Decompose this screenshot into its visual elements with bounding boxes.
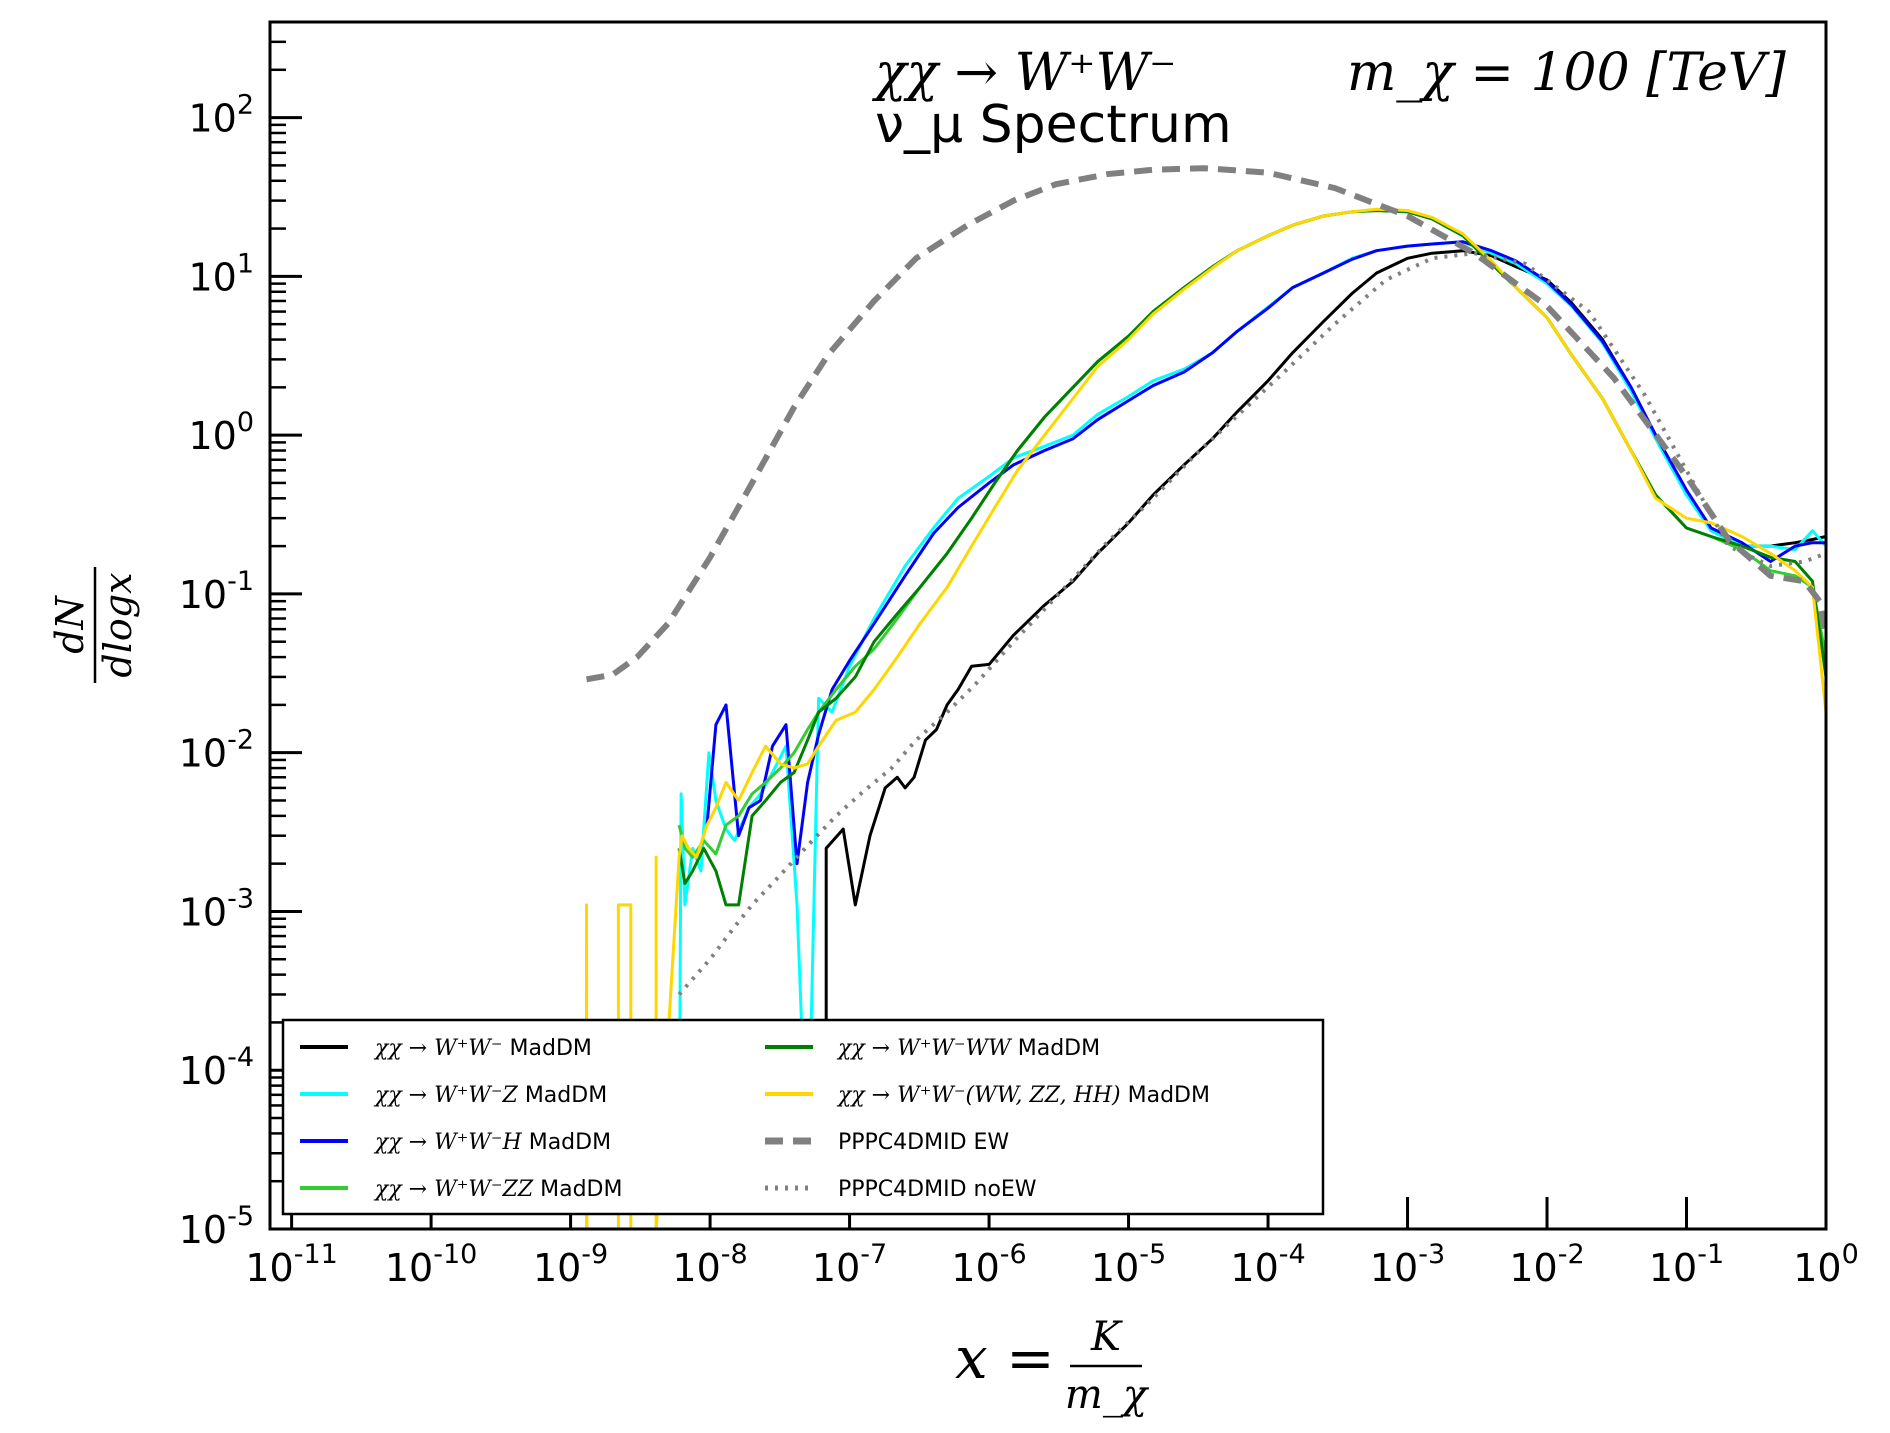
y-axis-label: dN dlogx [48,567,140,683]
y-axis-label-denominator: dlogx [96,572,140,677]
series-line-2 [705,240,1826,866]
x-tick-label: 10-9 [533,1239,608,1290]
legend-label-4: χχ → W⁺W⁻WW MadDM [836,1036,1100,1061]
x-axis-label-denominator: m_χ [1065,1372,1150,1418]
title-process: χχ → W⁺W⁻ [871,43,1176,103]
x-tick-label: 10-4 [1230,1239,1305,1290]
x-axis-label-lhs: x = [955,1324,1055,1392]
legend-label-1: χχ → W⁺W⁻Z MadDM [373,1083,607,1108]
legend-label-5: χχ → W⁺W⁻(WW, ZZ, HH) MadDM [836,1083,1210,1108]
y-tick-label: 10-3 [179,883,254,934]
x-tick-label: 10-8 [672,1239,747,1290]
x-tick-label: 10-11 [245,1239,337,1290]
plot-frame [268,20,1828,1231]
x-axis-label: x = K m_χ [955,1314,1150,1418]
y-tick-label: 10-4 [179,1042,254,1093]
y-tick-label: 102 [188,90,254,141]
x-tick-label: 10-5 [1091,1239,1166,1290]
y-tick-label: 10-5 [179,1201,254,1252]
tick-layer: 10-11 10-10 10-9 10-8 10-7 10-6 10-5 10-4 10-3 10… [179,20,1859,1290]
series-line-4 [677,209,1826,907]
legend: χχ → W⁺W⁻ MadDM χχ → W⁺W⁻Z MadDM χχ → W⁺W⁻… [281,1018,1325,1216]
title-mass: m_χ = 100 [TeV] [1347,43,1786,103]
y-axis-label-numerator: dN [48,594,92,653]
x-tick-label: 10-6 [951,1239,1026,1290]
legend-label-2: χχ → W⁺W⁻H MadDM [373,1130,611,1155]
legend-label-0: χχ → W⁺W⁻ MadDM [373,1036,592,1061]
y-tick-label: 10-2 [179,725,254,776]
series-line-6 [585,165,1826,683]
x-tick-label: 10-10 [385,1239,477,1290]
series-line-3 [677,209,1826,859]
y-tick-label: 100 [188,407,254,458]
legend-label-6: PPPC4DMID EW [838,1130,1009,1155]
chart-title: χχ → W⁺W⁻ m_χ = 100 [TeV] ν_μ Spectrum [871,43,1786,155]
x-tick-label: 10-2 [1509,1239,1584,1290]
legend-label-7: PPPC4DMID noEW [838,1177,1037,1202]
legend-label-3: χχ → W⁺W⁻ZZ MadDM [373,1177,622,1202]
x-tick-label: 10-7 [812,1239,887,1290]
y-tick-label: 101 [188,248,254,299]
x-tick-label: 10-3 [1370,1239,1445,1290]
x-axis-label-numerator: K [1090,1314,1123,1360]
title-spectrum: ν_μ Spectrum [875,95,1232,155]
x-tick-label: 100 [1793,1239,1859,1290]
x-tick-label: 10-1 [1649,1239,1724,1290]
y-tick-label: 10-1 [179,566,254,617]
legend-box [281,1018,1325,1216]
